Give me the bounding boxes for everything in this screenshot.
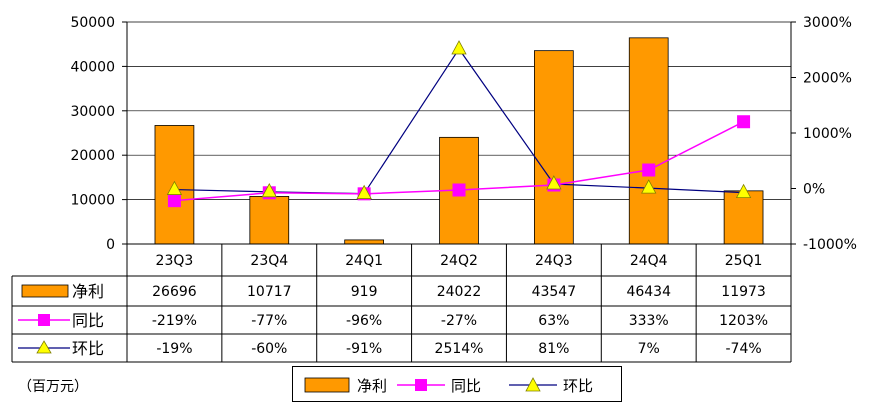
- table-cell: 7%: [638, 341, 660, 357]
- row-header-label: 净利: [72, 282, 104, 301]
- row-header-label: 环比: [72, 339, 104, 358]
- left-axis-ticks: 0 10000 20000 30000 40000 50000: [70, 15, 127, 253]
- bar: [249, 196, 290, 245]
- qoq-point: [356, 184, 372, 199]
- table-cell: -77%: [251, 313, 287, 329]
- qoq-point: [261, 182, 277, 198]
- yoy-point: [737, 115, 751, 129]
- left-tick-label: 50000: [70, 15, 115, 31]
- table-cell: 333%: [629, 313, 669, 329]
- bar: [534, 50, 574, 245]
- row-key-bar: [21, 284, 69, 298]
- table-header-cell: 24Q2: [440, 253, 478, 269]
- row-header-label: 同比: [72, 311, 104, 330]
- row-key-marker: [38, 314, 50, 326]
- table-header-cell: 23Q4: [250, 253, 288, 269]
- bar-series: [154, 37, 764, 245]
- table-cell: 1203%: [719, 313, 768, 329]
- right-tick-label: 0%: [803, 182, 825, 198]
- bar: [344, 239, 384, 245]
- table-cell: 11973: [721, 284, 766, 300]
- table-header-cell: 24Q4: [630, 253, 668, 269]
- bar: [628, 37, 669, 245]
- left-tick-label: 10000: [70, 193, 115, 209]
- table-cell: -91%: [346, 341, 382, 357]
- legend-label-yoy: 同比: [451, 377, 482, 395]
- qoq-point: [451, 40, 467, 55]
- legend: 净利 同比 环比: [292, 366, 622, 402]
- qoq-point: [546, 175, 562, 190]
- table-header-cell: 24Q1: [345, 253, 383, 269]
- yoy-point: [167, 194, 181, 208]
- qoq-point: [735, 183, 752, 199]
- right-tick-label: -1000%: [803, 237, 857, 253]
- yoy-point: [642, 163, 656, 177]
- right-tick-label: 1000%: [803, 126, 852, 142]
- table-cell: 2514%: [435, 341, 484, 357]
- legend-bar-swatch: [304, 377, 350, 393]
- table-cell: 43547: [532, 284, 577, 300]
- unit-note: （百万元）: [18, 379, 88, 395]
- right-tick-label: 3000%: [803, 15, 852, 31]
- table-cell: -74%: [725, 341, 761, 357]
- table-cell: 919: [351, 284, 378, 300]
- table-cell: 26696: [152, 284, 197, 300]
- qoq-point: [166, 180, 183, 195]
- data-table: 23Q3 23Q4 24Q1 24Q2 24Q3 24Q4 25Q1 净利 26696 10717…: [11, 243, 792, 363]
- table-cell: -96%: [346, 313, 382, 329]
- table-cell: -60%: [251, 341, 287, 357]
- legend-yoy-swatch: [397, 379, 445, 391]
- table-cell: -19%: [156, 341, 192, 357]
- table-cell: 10717: [247, 284, 292, 300]
- qoq-point: [641, 179, 657, 194]
- yoy-point: [452, 183, 466, 197]
- table-cell: 46434: [626, 284, 671, 300]
- table-header-cell: 23Q3: [156, 253, 194, 269]
- table-cell: -27%: [441, 313, 477, 329]
- left-tick-label: 0: [106, 237, 115, 253]
- left-tick-label: 30000: [70, 104, 115, 120]
- bar: [723, 190, 764, 245]
- table-cell: 24022: [437, 284, 482, 300]
- legend-label-bar: 净利: [357, 377, 388, 395]
- table-header-cell: 25Q1: [725, 253, 763, 269]
- left-tick-label: 40000: [70, 59, 115, 75]
- right-axis-ticks: -1000% 0% 1000% 2000% 3000%: [791, 15, 857, 253]
- table-cell: 63%: [538, 313, 569, 329]
- table-cell: -219%: [152, 313, 197, 329]
- table-cell: 81%: [538, 341, 569, 357]
- line-series: [166, 40, 752, 208]
- legend-label-qoq: 环比: [563, 377, 594, 395]
- row-key-marker: [36, 340, 52, 354]
- gridlines: [127, 21, 791, 200]
- left-tick-label: 20000: [70, 148, 115, 164]
- right-tick-label: 2000%: [803, 71, 852, 87]
- table-header-cell: 24Q3: [535, 253, 573, 269]
- legend-qoq-swatch: [509, 377, 557, 392]
